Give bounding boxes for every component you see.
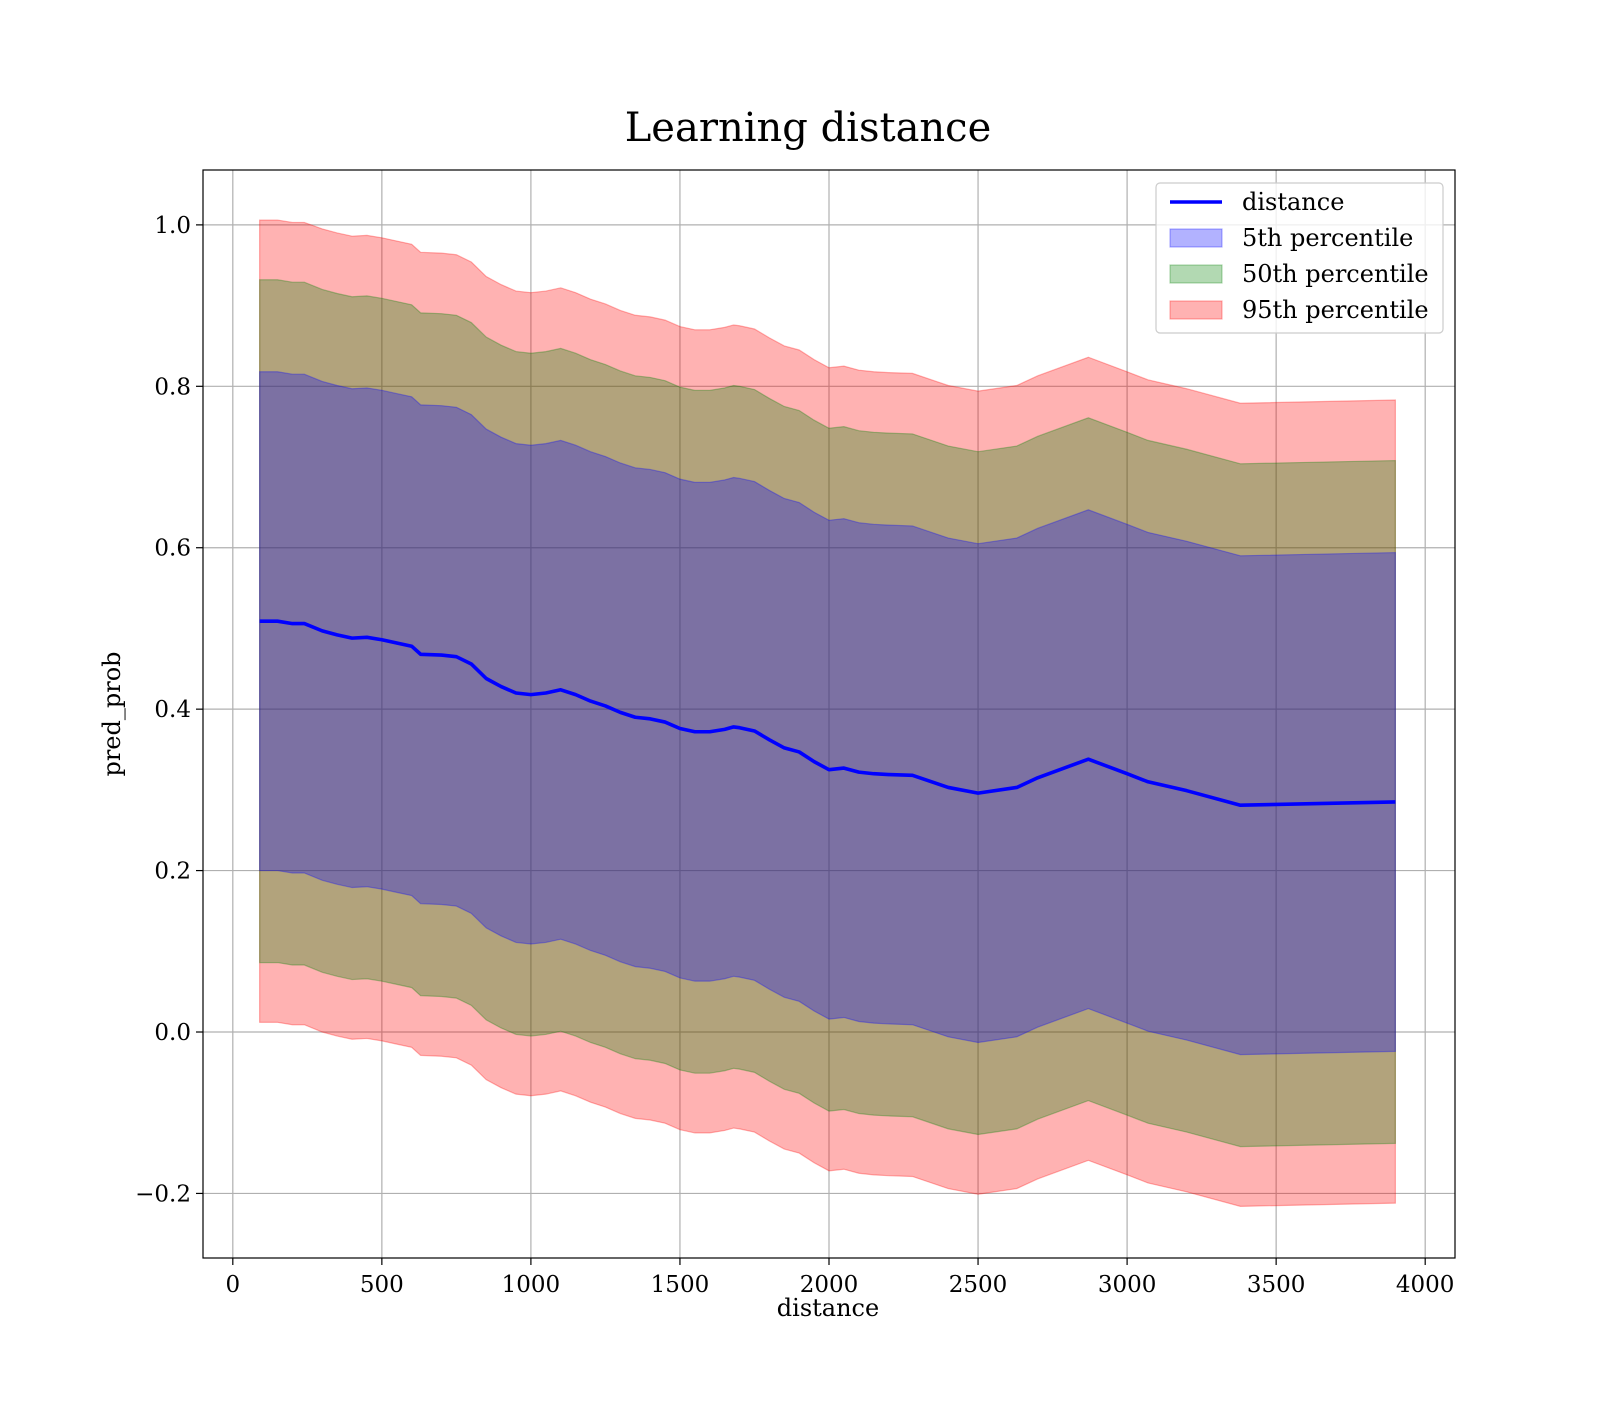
x-tick-label: 3500 bbox=[1247, 1272, 1306, 1298]
legend: distance 5th percentile 50th percentile 95t… bbox=[1155, 182, 1444, 334]
band-50th-percentile bbox=[259, 279, 1396, 1148]
y-tick-label: 1.0 bbox=[154, 213, 191, 239]
x-tick-label: 2000 bbox=[800, 1272, 859, 1298]
legend-label: 50th percentile bbox=[1242, 260, 1429, 288]
y-axis-ticks: −0.2 0.0 0.2 0.4 0.6 0.8 1.0 bbox=[135, 213, 203, 1207]
legend-label: 5th percentile bbox=[1242, 224, 1413, 252]
y-tick-label: 0.0 bbox=[154, 1020, 191, 1046]
legend-patch-swatch bbox=[1169, 228, 1223, 248]
legend-patch-swatch bbox=[1169, 264, 1223, 284]
grid-lines bbox=[203, 170, 1455, 1258]
chart-title: Learning distance bbox=[625, 105, 992, 151]
percentile-bands bbox=[259, 219, 1396, 1207]
x-axis-ticks: 0 500 1000 1500 2000 2500 3000 3500 4000 bbox=[225, 1258, 1454, 1298]
line-distance bbox=[259, 619, 1396, 808]
x-tick-label: 0 bbox=[225, 1272, 240, 1298]
x-tick-label: 1000 bbox=[502, 1272, 561, 1298]
band-95th-percentile bbox=[259, 219, 1396, 1207]
x-tick-label: 2500 bbox=[949, 1272, 1008, 1298]
legend-label: 95th percentile bbox=[1242, 296, 1429, 324]
legend-patch-swatch bbox=[1169, 300, 1223, 320]
legend-items: distance 5th percentile 50th percentile 95t… bbox=[1169, 188, 1429, 324]
x-tick-label: 500 bbox=[360, 1272, 404, 1298]
x-tick-label: 4000 bbox=[1396, 1272, 1455, 1298]
y-tick-label: 0.6 bbox=[154, 536, 191, 562]
x-tick-label: 1500 bbox=[651, 1272, 710, 1298]
x-tick-label: 3000 bbox=[1098, 1272, 1157, 1298]
y-tick-label: −0.2 bbox=[135, 1181, 191, 1207]
y-tick-label: 0.8 bbox=[154, 374, 191, 400]
legend-label: distance bbox=[1242, 188, 1344, 216]
legend-frame bbox=[1155, 182, 1444, 334]
band-5th-percentile bbox=[259, 371, 1396, 1056]
series-lines bbox=[259, 619, 1396, 808]
y-axis-label: pred_prob bbox=[98, 651, 126, 776]
y-tick-label: 0.2 bbox=[154, 859, 191, 885]
y-tick-label: 0.4 bbox=[154, 697, 191, 723]
x-axis-label: distance bbox=[777, 1294, 879, 1322]
